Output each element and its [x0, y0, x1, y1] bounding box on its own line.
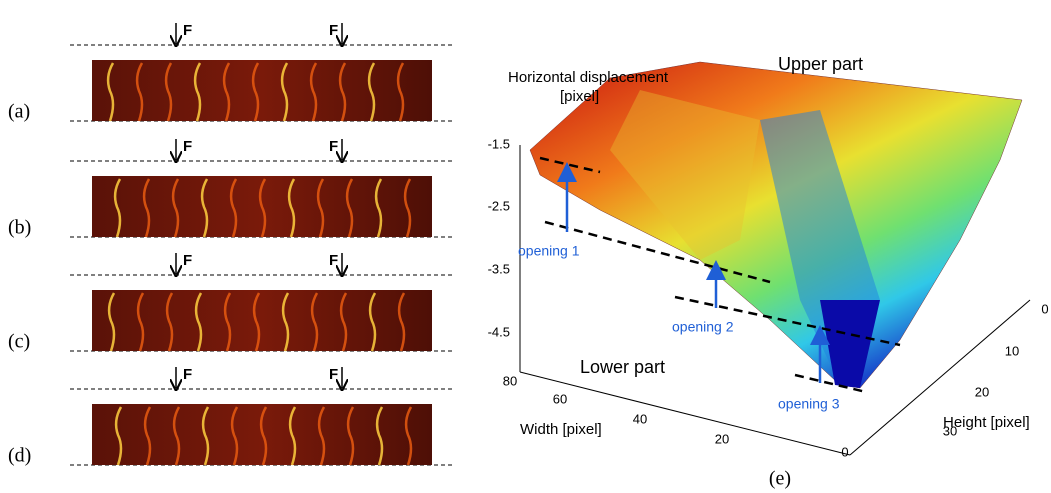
surface-plot: Horizontal displacement [pixel] -1.5 -2.5 -3… [488, 54, 1049, 490]
crack-image [92, 60, 432, 121]
crack [281, 292, 290, 352]
upper-label: Upper part [778, 54, 863, 74]
width-tick-label: 60 [553, 391, 567, 406]
crack [135, 62, 144, 122]
crack [172, 406, 181, 466]
opening-arrows [557, 162, 830, 383]
force-label: F [329, 138, 338, 155]
trough-deep [820, 300, 880, 388]
crack [368, 292, 377, 352]
opening-label: opening 1 [518, 243, 580, 259]
crack [230, 406, 239, 466]
crack [113, 178, 122, 238]
panel-label: (d) [8, 445, 31, 467]
force-label: F [329, 366, 338, 383]
z-axis-label: [pixel] [560, 88, 599, 105]
crack [200, 178, 209, 238]
width-tick-label: 80 [503, 373, 517, 388]
force-label: F [183, 252, 192, 269]
crack [251, 62, 260, 122]
crack [258, 178, 267, 238]
surface [529, 61, 1023, 389]
crack-panels: (a) F F (b) F F (c) F F (d) F F [8, 22, 452, 467]
width-axis-label: Width [pixel] [520, 421, 602, 438]
crack [345, 178, 354, 238]
crack [404, 406, 413, 466]
crack [280, 62, 289, 122]
height-axis-label: Height [pixel] [943, 414, 1030, 431]
crack [396, 62, 405, 122]
crack [374, 178, 383, 238]
crack [287, 178, 296, 238]
height-tick-label: 20 [975, 384, 989, 399]
crack [288, 406, 297, 466]
opening-label: opening 3 [778, 396, 840, 412]
crack [171, 178, 180, 238]
width-tick-label: 20 [715, 431, 729, 446]
crack [317, 406, 326, 466]
axis [849, 299, 1031, 456]
surface-shade [610, 90, 760, 260]
crack [338, 62, 347, 122]
crack [339, 292, 348, 352]
panel-label: (c) [8, 331, 30, 353]
crack [164, 62, 173, 122]
crack [367, 62, 376, 122]
axis [519, 371, 851, 456]
crack [193, 62, 202, 122]
crack [114, 406, 123, 466]
crack [397, 292, 406, 352]
crack [107, 292, 116, 352]
panel-label: (b) [8, 217, 31, 239]
crack [316, 178, 325, 238]
z-tick-label: -1.5 [488, 136, 510, 151]
crack [106, 62, 115, 122]
crack [223, 292, 232, 352]
lower-label: Lower part [580, 357, 665, 377]
opening-label: opening 2 [672, 319, 734, 335]
force-label: F [329, 252, 338, 269]
panel-label: (e) [769, 468, 791, 490]
z-tick-label: -3.5 [488, 261, 510, 276]
crack [229, 178, 238, 238]
crack [259, 406, 268, 466]
z-tick-label: -2.5 [488, 198, 510, 213]
crack [310, 292, 319, 352]
crack [346, 406, 355, 466]
force-label: F [183, 22, 192, 39]
crack [403, 178, 412, 238]
height-tick-label: 30 [943, 423, 957, 438]
crack [375, 406, 384, 466]
width-tick-label: 40 [633, 411, 647, 426]
crack [194, 292, 203, 352]
crack [222, 62, 231, 122]
z-axis-label: Horizontal displacement [508, 69, 669, 86]
crack [143, 406, 152, 466]
force-label: F [329, 22, 338, 39]
crack [252, 292, 261, 352]
panel-label: (a) [8, 101, 30, 123]
axes [519, 145, 1031, 456]
force-label: F [183, 366, 192, 383]
crack [136, 292, 145, 352]
crack [165, 292, 174, 352]
height-tick-label: 0 [1041, 301, 1048, 316]
crack [309, 62, 318, 122]
crack [142, 178, 151, 238]
z-tick-label: -4.5 [488, 324, 510, 339]
height-tick-label: 10 [1005, 343, 1019, 358]
width-tick-label: 0 [841, 444, 848, 459]
crack [201, 406, 210, 466]
force-label: F [183, 138, 192, 155]
